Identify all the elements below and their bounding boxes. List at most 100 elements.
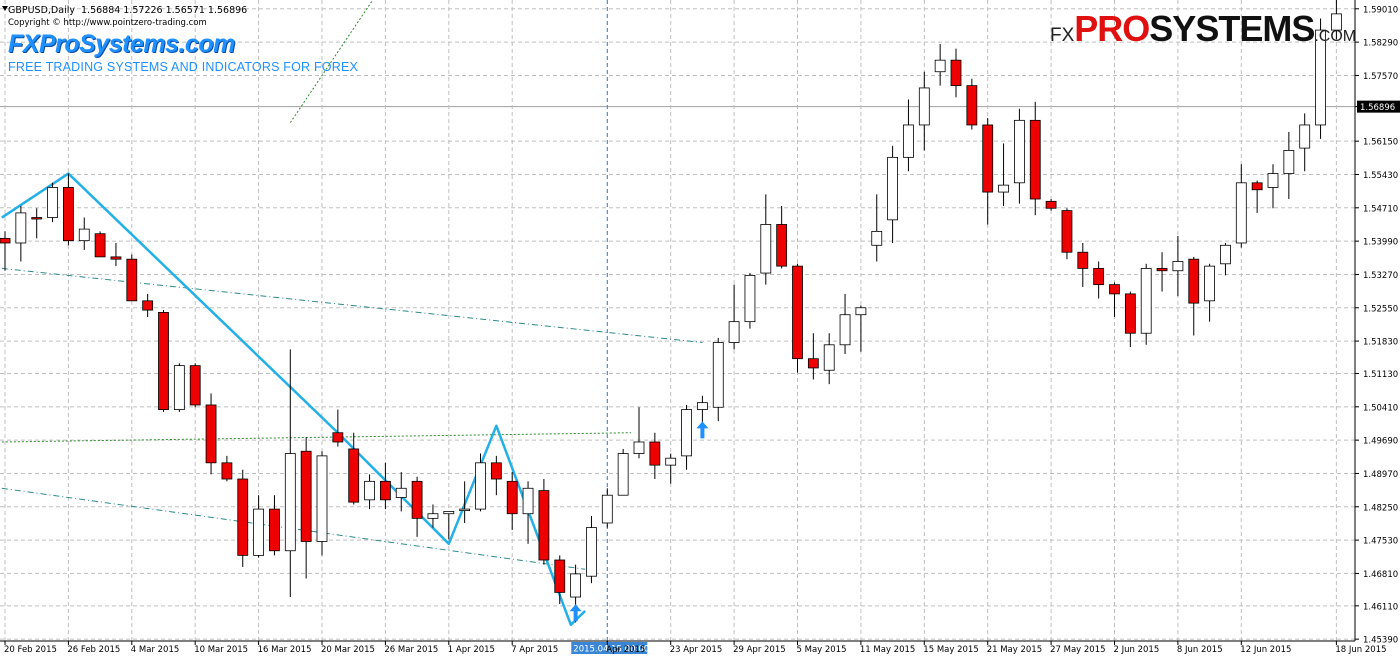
current-price-label: 1.56896 [1360,103,1395,113]
candle-body [459,508,471,511]
y-tick-label: 1.56150 [1363,138,1398,148]
candle-body [0,237,11,244]
y-tick-label: 1.46810 [1363,570,1398,580]
candle-body [918,87,930,126]
candle-body [126,258,138,302]
candle-body [189,365,201,406]
candle-body [316,455,328,542]
candle-body [839,314,851,346]
candle-body [1172,261,1184,272]
candle-body [871,231,883,246]
buy-arrow-icon [696,421,709,439]
x-tick-label: 11 May 2015 [860,645,915,655]
candle-body [1124,293,1136,334]
candle-body [411,480,423,519]
candle-body [1267,173,1279,188]
candle-body [1014,119,1025,184]
candle-body [94,233,106,258]
candle-body [253,508,265,556]
buy-arrow-icon [569,604,582,622]
brand-fx: FX [1050,25,1075,46]
y-tick-label: 1.50410 [1363,403,1398,413]
candle-body [792,265,803,360]
y-tick-label: 1.49690 [1363,437,1398,447]
candle-body [538,490,550,561]
x-tick-label: 10 Mar 2015 [194,645,248,655]
x-tick-label: 1 Apr 2015 [448,645,495,655]
x-tick-label: 29 Apr 2015 [733,645,786,655]
candle-body [475,462,486,510]
candle-body [1029,119,1041,200]
x-tick-label: 26 Mar 2015 [384,645,438,655]
y-tick-label: 1.57570 [1363,72,1398,82]
candle-body [379,480,391,501]
price-axis: 1.59010 1.58290 1.57570 1.56896 1.56150 1.554… [1354,0,1400,646]
candle-body [1093,268,1105,286]
candle-body [554,559,566,593]
candle-body [1204,265,1215,302]
candle-body [681,409,692,457]
candle-body [15,212,27,244]
dotted-trend-line [289,0,374,123]
candle-body [665,457,677,466]
candle-body [728,321,740,343]
candle-body [807,358,819,369]
y-tick-label: 1.51830 [1363,338,1398,348]
candle-body [300,450,312,542]
x-tick-label: 4 Mar 2015 [131,645,179,655]
candle-body [855,307,867,316]
brand-tagline: FREE TRADING SYSTEMS AND INDICATORS FOR … [8,60,359,74]
candle-body [601,494,613,524]
y-tick-label: 1.58290 [1363,39,1398,49]
candle-body [47,187,58,218]
candle-body [427,513,439,519]
x-tick-label: 5 May 2015 [797,645,847,655]
candle-body [158,312,169,410]
chart-grid [0,0,1355,641]
x-tick-label: 16 Mar 2015 [258,645,312,655]
candle-body [1188,258,1200,304]
y-tick-label: 1.46110 [1363,602,1398,612]
time-axis: 20 Feb 2015 26 Feb 2015 4 Mar 2015 10 Mar 2… [0,640,1387,655]
candle-body [221,462,233,480]
y-tick-label: 1.53990 [1363,238,1398,248]
copyright-text: Copyright © http://www.pointzero-trading… [8,18,207,28]
symbol-info: GBPUSD,Daily 1.56884 1.57226 1.56571 1.5… [8,5,248,16]
crosshair-date-label: 2015.04.15 00:00 [573,645,649,655]
candle-body [633,441,645,454]
candle-body [712,342,724,408]
y-tick-label: 1.53270 [1363,271,1398,281]
candle-body [443,511,455,515]
brand-logo-left: FXProSystems.com [8,30,235,58]
candle-body [903,124,914,158]
buy-arrows [569,421,709,622]
channel-line [1,487,586,570]
candle-body [776,224,788,267]
x-tick-label: 20 Feb 2015 [4,645,57,655]
x-tick-label: 27 May 2015 [1050,645,1105,655]
candle-body [1140,268,1152,334]
x-tick-label: 15 May 2015 [923,645,978,655]
candle-body [950,59,962,87]
dotted-trend-line [1,432,632,443]
y-tick-label: 1.51130 [1363,370,1398,380]
y-tick-label: 1.48250 [1363,503,1398,513]
candle-body [744,274,756,323]
y-tick-label: 1.59010 [1363,5,1398,15]
x-tick-label: Apr 2015 [606,645,645,655]
candle-body [760,224,772,274]
candle-body [1315,29,1326,126]
candle-body [1220,244,1231,265]
candle-body [142,300,154,311]
candle-body [697,402,708,410]
candle-body [998,184,1009,193]
candlestick-series [0,0,1342,623]
brand-com: .COM [1314,28,1357,45]
candle-body [348,448,360,503]
candle-body [490,462,502,480]
candle-body [617,453,629,496]
chart-menu-icon[interactable] [2,6,8,11]
y-tick-label: 1.55430 [1363,171,1398,181]
brand-systems: SYSTEMS [1149,8,1315,49]
